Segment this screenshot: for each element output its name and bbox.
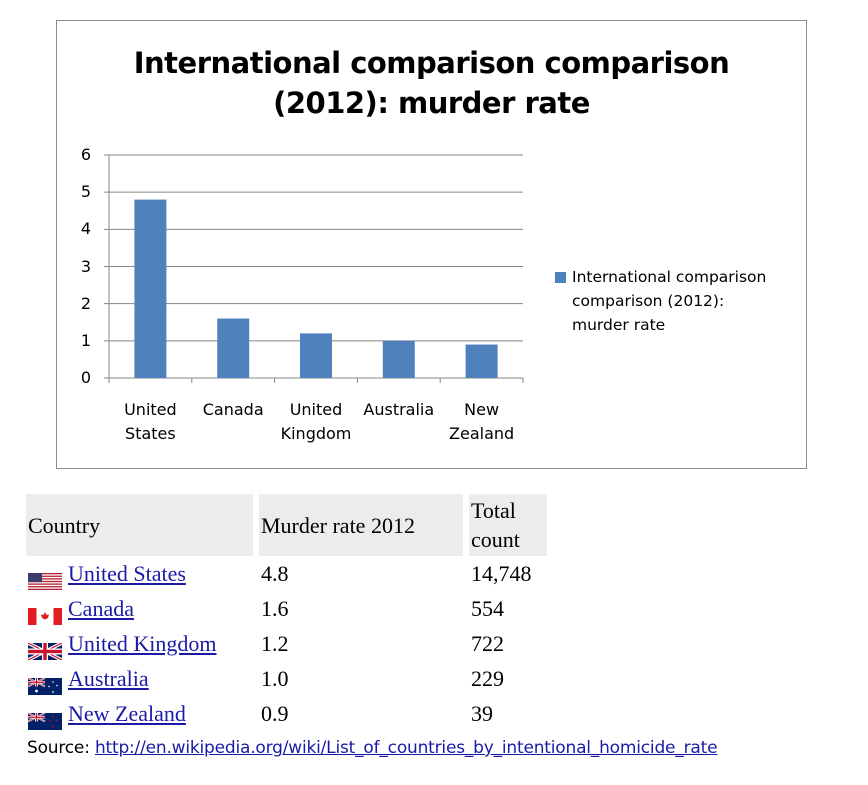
cell-country: Australia (26, 661, 259, 696)
country-link[interactable]: United Kingdom (68, 631, 217, 656)
chart-title: International comparison comparison (201… (57, 43, 806, 123)
australia-flag-icon (27, 670, 62, 696)
cell-murder-rate: 1.6 (261, 596, 289, 621)
bar-new-zealand (465, 344, 498, 378)
country-link[interactable]: New Zealand (68, 701, 186, 726)
x-category-label: Australia (363, 400, 435, 419)
us-flag-icon (28, 565, 62, 591)
chart-title-line-1: International comparison comparison (133, 46, 730, 80)
header-total-count: Total count (469, 494, 547, 556)
table-row: Canada 1.6 554 (26, 591, 547, 626)
cell-murder-rate: 0.9 (261, 701, 289, 726)
x-category-label: New Zealand (449, 400, 515, 443)
cell-country: United States (26, 556, 259, 591)
table-row: United States 4.8 14,748 (26, 556, 547, 591)
legend-label: International comparison comparison (201… (572, 268, 767, 334)
cell-country: United Kingdom (26, 626, 259, 663)
cell-total-count: 554 (471, 596, 504, 621)
legend: International comparison comparison (201… (555, 265, 805, 337)
bar-australia (382, 340, 415, 378)
x-category-label: United States (124, 400, 177, 443)
table-header-row: Country Murder rate 2012 Total count (26, 494, 547, 556)
cell-total-count: 39 (471, 701, 493, 726)
country-link[interactable]: Canada (68, 596, 134, 621)
y-tick-label: 3 (80, 256, 91, 276)
cell-total-count: 229 (471, 666, 504, 691)
table-row: Australia 1.0 229 (26, 661, 547, 696)
murder-rate-table: Country Murder rate 2012 Total count Uni… (26, 494, 547, 731)
new-zealand-flag-icon (27, 705, 62, 731)
table-row: United Kingdom 1.2 722 (26, 626, 547, 663)
x-category-label: Canada (202, 400, 264, 419)
y-tick-label: 4 (80, 219, 91, 239)
bar-united-kingdom (300, 333, 332, 378)
cell-murder-rate: 1.2 (261, 631, 289, 656)
country-link[interactable]: United States (68, 561, 186, 586)
cell-total-count: 722 (471, 631, 504, 656)
cell-country: Canada (26, 591, 259, 626)
bar-canada (217, 318, 250, 378)
source-line: Source: http://en.wikipedia.org/wiki/Lis… (27, 738, 718, 758)
x-category-label: United Kingdom (280, 400, 352, 443)
cell-total-count: 14,748 (471, 561, 532, 586)
plot-area (104, 154, 524, 383)
source-link[interactable]: http://en.wikipedia.org/wiki/List_of_cou… (94, 738, 718, 758)
y-tick-label: 0 (80, 368, 91, 387)
y-tick-label: 6 (80, 145, 91, 164)
y-tick-label: 1 (80, 330, 91, 350)
bar-united-states (134, 199, 167, 378)
y-tick-label: 5 (80, 182, 91, 202)
source-label: Source: (27, 738, 90, 758)
header-country: Country (26, 494, 259, 556)
cell-country: New Zealand (26, 696, 259, 731)
country-link[interactable]: Australia (68, 666, 149, 691)
chart-title-line-2: (2012): murder rate (273, 86, 590, 120)
header-murder-rate: Murder rate 2012 (259, 494, 469, 556)
uk-flag-icon (27, 635, 63, 663)
chart-container: International comparison comparison (201… (56, 20, 807, 469)
legend-swatch (555, 272, 566, 283)
cell-murder-rate: 1.0 (261, 666, 289, 691)
table-row: New Zealand 0.9 39 (26, 696, 547, 731)
y-tick-label: 2 (80, 293, 91, 313)
canada-flag-icon (28, 600, 62, 626)
cell-murder-rate: 4.8 (261, 561, 289, 586)
